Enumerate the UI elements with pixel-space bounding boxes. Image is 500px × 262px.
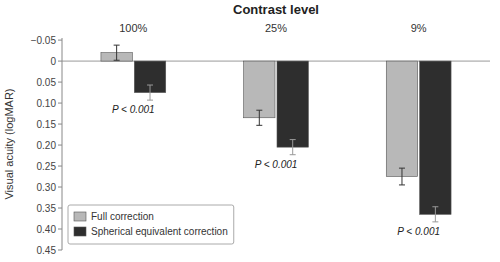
legend-label: Full correction — [91, 211, 154, 222]
error-bar — [399, 168, 405, 185]
y-tick-label: 0.25 — [37, 161, 57, 172]
y-tick-label: 0.05 — [37, 77, 57, 88]
error-cap — [256, 110, 262, 111]
annotation: P < 0.001 — [397, 226, 440, 237]
error-line — [401, 168, 402, 185]
legend-swatch — [74, 227, 86, 236]
y-tick-label: 0 — [50, 56, 56, 67]
y-tick-label: 0.10 — [37, 98, 57, 109]
y-axis-line — [62, 38, 63, 250]
y-tick — [58, 82, 62, 83]
error-cap — [114, 60, 120, 61]
error-line — [292, 140, 293, 155]
error-cap — [114, 45, 120, 46]
y-tick-label: 0.20 — [37, 140, 57, 151]
bar — [277, 61, 308, 147]
error-cap — [290, 154, 296, 155]
legend-label: Spherical equivalent correction — [91, 226, 228, 237]
legend-frame — [68, 205, 234, 244]
y-tick — [58, 124, 62, 125]
chart: Contrast level Visual acuity (logMAR) −0.0… — [0, 0, 500, 262]
category-label: 9% — [411, 22, 427, 34]
error-cap — [256, 125, 262, 126]
bar — [386, 61, 417, 176]
error-line — [150, 85, 151, 100]
error-bar — [290, 140, 296, 155]
bars — [101, 45, 451, 222]
error-cap — [290, 139, 296, 140]
y-tick — [58, 208, 62, 209]
category-label: 100% — [119, 22, 147, 34]
category-label: 25% — [265, 22, 287, 34]
y-tick — [58, 61, 62, 62]
y-tick-label: 0.15 — [37, 119, 57, 130]
error-line — [435, 207, 436, 222]
y-tick — [58, 229, 62, 230]
error-cap — [432, 206, 438, 207]
y-tick-label: 0.45 — [37, 245, 57, 256]
error-bar — [147, 85, 153, 100]
y-tick-label: −0.05 — [31, 35, 57, 46]
annotation: P < 0.001 — [112, 104, 155, 115]
y-tick — [58, 250, 62, 251]
y-tick — [58, 40, 62, 41]
error-cap — [147, 85, 153, 86]
y-axis-label: Visual acuity (logMAR) — [3, 88, 15, 199]
y-axis: −0.05 0 0.05 0.10 0.15 0.20 0.25 0.30 0.35 0.40 0.… — [31, 35, 490, 256]
y-tick — [58, 187, 62, 188]
error-line — [116, 45, 117, 60]
error-bar — [114, 45, 120, 60]
error-cap — [147, 100, 153, 101]
y-tick — [58, 145, 62, 146]
y-tick-label: 0.30 — [37, 182, 57, 193]
error-cap — [399, 168, 405, 169]
title: Contrast level — [233, 2, 319, 17]
error-cap — [432, 221, 438, 222]
annotation: P < 0.001 — [255, 159, 298, 170]
error-bar — [432, 207, 438, 222]
y-tick — [58, 166, 62, 167]
y-tick — [58, 103, 62, 104]
legend: Full correction Spherical equivalent corr… — [68, 205, 234, 244]
bar — [420, 61, 451, 214]
y-tick-label: 0.40 — [37, 224, 57, 235]
error-line — [259, 110, 260, 125]
legend-swatch — [74, 212, 86, 221]
error-bar — [256, 110, 262, 125]
bar — [244, 61, 275, 118]
error-cap — [399, 184, 405, 185]
y-tick-label: 0.35 — [37, 203, 57, 214]
